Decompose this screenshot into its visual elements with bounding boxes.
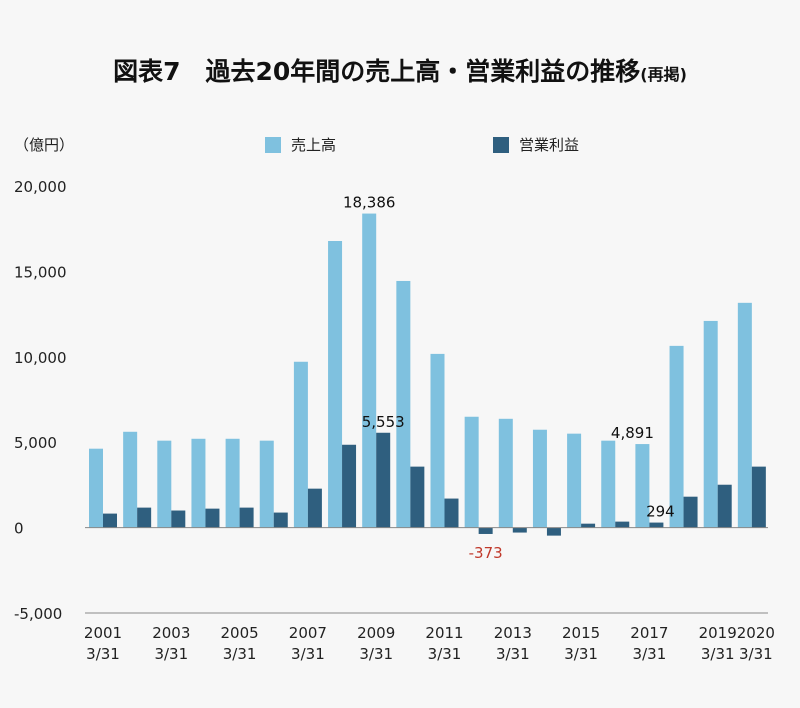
operating-profit-bar xyxy=(615,521,630,528)
sales-bar xyxy=(635,444,650,528)
operating-profit-bar xyxy=(683,496,698,528)
sales-bar xyxy=(362,213,377,528)
data-label: 294 xyxy=(646,503,675,521)
operating-profit-bar xyxy=(751,466,766,528)
operating-profit-bar xyxy=(239,507,254,528)
x-tick-year: 2013 xyxy=(494,624,532,642)
x-tick-year: 2001 xyxy=(84,624,122,642)
x-tick-year: 2017 xyxy=(630,624,668,642)
y-tick-label: -5,000 xyxy=(14,605,62,623)
y-tick-label: 15,000 xyxy=(14,263,67,281)
operating-profit-bar xyxy=(478,527,493,534)
sales-bar xyxy=(123,431,138,528)
x-tick-year: 2003 xyxy=(152,624,190,642)
operating-profit-bar xyxy=(581,523,596,528)
y-tick-label: 20,000 xyxy=(14,178,67,196)
data-label: 4,891 xyxy=(611,424,654,442)
x-tick-year: 2019 xyxy=(699,624,737,642)
y-tick-label: 10,000 xyxy=(14,349,67,367)
sales-bar xyxy=(225,438,240,528)
data-label: 18,386 xyxy=(343,194,396,212)
sales-bar xyxy=(601,440,616,528)
sales-bar xyxy=(259,440,274,528)
sales-bar xyxy=(157,440,172,528)
x-tick-date: 3/31 xyxy=(291,645,325,663)
sales-bar xyxy=(328,240,343,528)
operating-profit-bar xyxy=(444,498,459,528)
x-tick-year: 2020 xyxy=(737,624,775,642)
operating-profit-bar xyxy=(103,513,117,528)
legend-item-operating-profit: 営業利益 xyxy=(493,134,579,155)
x-tick-date: 3/31 xyxy=(496,645,530,663)
x-tick-date: 3/31 xyxy=(154,645,188,663)
sales-bar xyxy=(737,302,752,528)
x-tick-year: 2011 xyxy=(425,624,463,642)
data-label: 5,553 xyxy=(362,413,405,431)
sales-bar xyxy=(191,438,206,528)
y-tick-label: 0 xyxy=(14,520,24,538)
x-tick-year: 2005 xyxy=(221,624,259,642)
legend-swatch-operating-profit xyxy=(493,136,509,153)
x-tick-date: 3/31 xyxy=(633,645,667,663)
operating-profit-bar xyxy=(137,507,152,528)
operating-profit-bar xyxy=(649,522,664,528)
sales-bar xyxy=(430,353,445,528)
operating-profit-bar xyxy=(342,444,357,528)
operating-profit-bar xyxy=(376,432,391,528)
x-tick-date: 3/31 xyxy=(564,645,598,663)
sales-bar xyxy=(567,433,582,528)
sales-bar xyxy=(464,416,479,528)
operating-profit-bar xyxy=(546,527,561,536)
sales-bar xyxy=(396,280,411,528)
x-tick-year: 2015 xyxy=(562,624,600,642)
x-tick-date: 3/31 xyxy=(223,645,257,663)
x-tick-date: 3/31 xyxy=(86,645,120,663)
data-label: -373 xyxy=(469,544,503,562)
sales-bar xyxy=(498,418,513,528)
y-tick-label: 5,000 xyxy=(14,434,57,452)
operating-profit-bar xyxy=(273,512,288,528)
operating-profit-bar xyxy=(512,527,527,533)
operating-profit-bar xyxy=(717,484,732,528)
sales-bar xyxy=(89,448,103,528)
sales-bar xyxy=(532,429,547,528)
legend-item-sales: 売上高 xyxy=(265,134,336,155)
sales-bar xyxy=(703,320,718,528)
x-tick-year: 2009 xyxy=(357,624,395,642)
operating-profit-bar xyxy=(205,508,220,528)
legend-swatch-sales xyxy=(265,136,281,153)
x-tick-date: 3/31 xyxy=(701,645,735,663)
x-tick-date: 3/31 xyxy=(428,645,462,663)
sales-bar xyxy=(293,361,308,528)
x-tick-year: 2007 xyxy=(289,624,327,642)
sales-bar xyxy=(669,345,684,528)
operating-profit-bar xyxy=(307,488,322,528)
x-tick-date: 3/31 xyxy=(359,645,393,663)
x-tick-date: 3/31 xyxy=(739,645,773,663)
chart-title: 図表7 過去20年間の売上高・営業利益の推移(再掲) xyxy=(113,57,687,86)
operating-profit-bar xyxy=(171,510,186,528)
operating-profit-bar xyxy=(410,466,425,528)
y-axis-unit: （億円） xyxy=(14,136,75,154)
